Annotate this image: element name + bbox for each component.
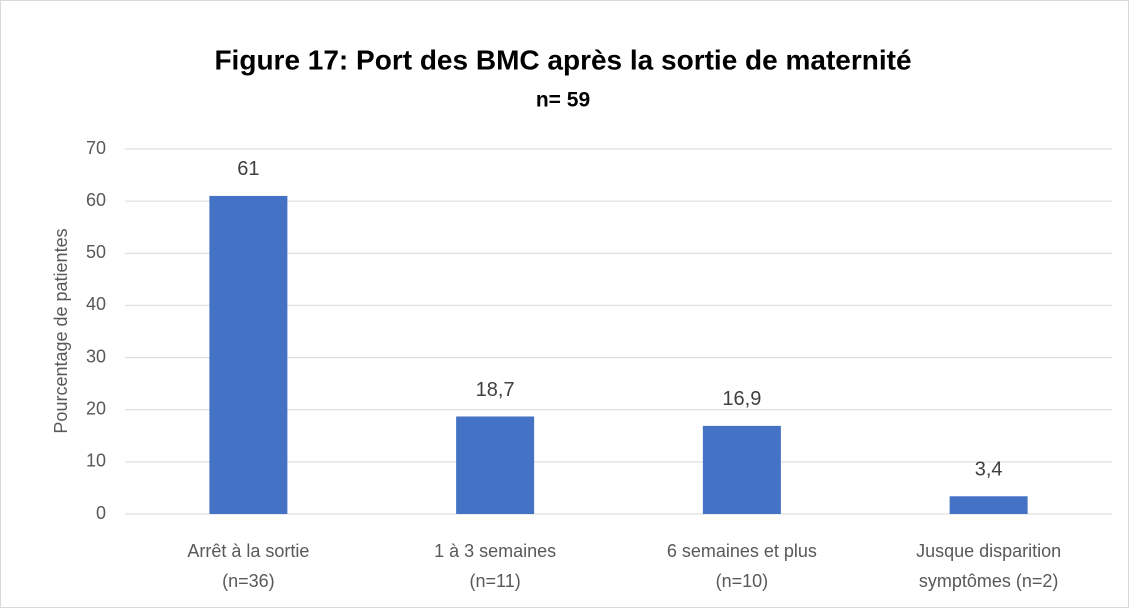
value-label: 18,7	[476, 379, 515, 401]
value-label: 16,9	[722, 388, 761, 410]
x-tick-label: Arrêt à la sortie	[187, 541, 309, 561]
y-axis-label: Pourcentage de patientes	[51, 228, 71, 433]
y-tick-label: 50	[86, 242, 106, 262]
chart-title: Figure 17: Port des BMC après la sortie …	[214, 44, 911, 75]
x-tick-label: (n=11)	[470, 571, 521, 591]
value-label: 61	[237, 158, 259, 180]
chart-subtitle: n= 59	[536, 89, 590, 112]
bar	[702, 425, 781, 514]
y-tick-label: 20	[86, 398, 106, 418]
x-tick-label: (n=36)	[222, 571, 275, 591]
y-tick-label: 70	[86, 138, 106, 158]
x-tick-label: 1 à 3 semaines	[434, 541, 556, 561]
y-tick-label: 0	[96, 503, 106, 523]
y-tick-label: 40	[86, 294, 106, 314]
bar	[209, 195, 288, 514]
x-tick-label: symptômes (n=2)	[919, 571, 1059, 591]
bar	[949, 496, 1028, 514]
x-tick-label: 6 semaines et plus	[667, 541, 817, 561]
bar	[456, 416, 535, 514]
y-tick-label: 30	[86, 346, 106, 366]
value-label: 3,4	[975, 459, 1003, 481]
y-tick-label: 60	[86, 190, 106, 210]
x-tick-label: (n=10)	[716, 571, 769, 591]
y-tick-label: 10	[86, 451, 106, 471]
x-tick-label: Jusque disparition	[916, 541, 1061, 561]
